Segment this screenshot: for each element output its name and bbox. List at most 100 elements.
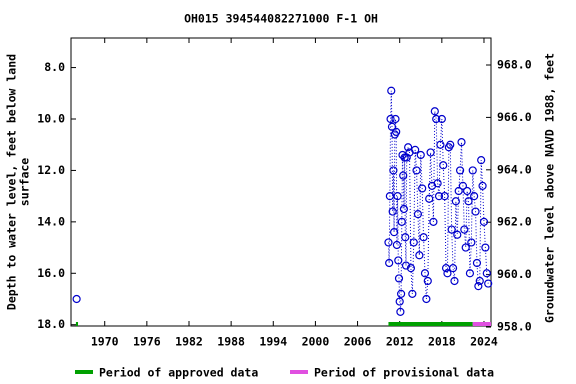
data-point — [460, 225, 469, 234]
data-point — [450, 276, 459, 286]
data-point — [392, 240, 401, 250]
y2-tick-label: 958.0 — [497, 320, 532, 334]
data-point — [401, 261, 411, 270]
data-point — [481, 243, 490, 252]
y-tick-label: 18.0 — [37, 317, 65, 331]
data-point — [397, 217, 406, 226]
plot-frame — [70, 37, 492, 327]
data-point — [472, 258, 482, 268]
data-point — [454, 186, 463, 196]
data-point — [453, 230, 462, 239]
y-tick-label: 10.0 — [37, 112, 65, 126]
data-line — [387, 90, 489, 312]
data-point — [463, 186, 472, 196]
data-point — [422, 294, 431, 304]
period-bar — [472, 322, 491, 326]
x-tick-label: 2012 — [386, 335, 414, 349]
data-point — [484, 279, 493, 288]
data-point — [461, 243, 470, 252]
data-point — [447, 225, 456, 234]
data-point — [418, 184, 427, 193]
data-point — [432, 114, 441, 124]
data-point — [430, 107, 439, 116]
y2-tick-label: 960.0 — [497, 267, 532, 281]
data-point — [394, 274, 404, 283]
y2-tick-label: 962.0 — [497, 215, 532, 229]
data-point — [477, 156, 486, 165]
period-bar — [75, 322, 79, 326]
data-point — [406, 264, 416, 273]
data-point — [474, 282, 483, 291]
data-point — [465, 269, 475, 278]
data-point — [387, 122, 397, 131]
data-point — [396, 307, 405, 316]
data-point — [423, 276, 432, 286]
data-point — [458, 181, 468, 190]
data-point — [72, 294, 81, 304]
y2-tick-label: 966.0 — [497, 110, 532, 124]
data-point — [471, 207, 480, 216]
x-tick-label: 2000 — [302, 335, 330, 349]
data-point — [433, 179, 442, 188]
data-point — [436, 140, 445, 149]
data-point — [399, 171, 408, 180]
x-tick-label: 1988 — [217, 335, 245, 349]
y-tick-label: 12.0 — [37, 163, 65, 177]
y-label-line: surface — [18, 158, 32, 207]
data-point — [419, 233, 428, 242]
data-point — [439, 161, 448, 170]
data-point — [387, 86, 396, 95]
data-point — [399, 204, 409, 214]
data-point — [429, 217, 438, 226]
data-point — [385, 192, 394, 201]
data-point — [385, 258, 394, 268]
y2-tick-label: 968.0 — [497, 57, 532, 71]
chart-title: OH015 394544082271000 F-1 OH — [184, 12, 378, 26]
data-point — [446, 140, 455, 149]
data-point — [389, 166, 398, 175]
y-label-line: Depth to water level, feet below land — [5, 54, 19, 310]
data-point — [420, 269, 430, 278]
y2-tick-label: 964.0 — [497, 162, 532, 176]
data-point — [392, 127, 401, 136]
y2-label: Groundwater level above NAVD 1988, feet — [543, 53, 557, 323]
data-point — [404, 143, 413, 152]
data-point — [388, 207, 397, 216]
y-tick-label: 16.0 — [37, 266, 65, 280]
data-point — [437, 114, 446, 124]
data-point — [470, 192, 479, 201]
data-point — [389, 228, 399, 237]
data-point — [440, 192, 449, 201]
legend-label: Period of provisional data — [314, 366, 494, 380]
y-tick-label: 14.0 — [37, 214, 65, 228]
data-point — [434, 192, 444, 201]
data-point — [416, 150, 425, 160]
data-point — [394, 256, 403, 265]
data-point — [398, 150, 407, 160]
data-point — [468, 166, 477, 175]
data-point — [482, 269, 491, 278]
data-point — [415, 251, 424, 260]
x-tick-label: 2024 — [470, 335, 498, 349]
data-point — [478, 181, 487, 190]
x-tick-label: 1982 — [175, 335, 203, 349]
data-point — [397, 289, 406, 298]
data-point — [448, 264, 458, 273]
data-point — [408, 289, 417, 298]
data-point — [386, 114, 395, 124]
y-tick-label: 8.0 — [44, 60, 65, 74]
x-tick-label: 2006 — [344, 335, 372, 349]
y-label: Depth to water level, feet below land su… — [5, 54, 32, 310]
x-tick-label: 1994 — [259, 335, 287, 349]
data-point — [464, 197, 473, 206]
data-point — [391, 114, 400, 124]
x-tick-label: 2018 — [428, 335, 456, 349]
data-point — [412, 166, 421, 175]
data-point — [426, 148, 435, 157]
data-point — [475, 276, 484, 286]
data-point — [401, 233, 410, 242]
data-point — [443, 269, 452, 278]
data-point — [457, 138, 466, 147]
data-point — [413, 210, 423, 219]
